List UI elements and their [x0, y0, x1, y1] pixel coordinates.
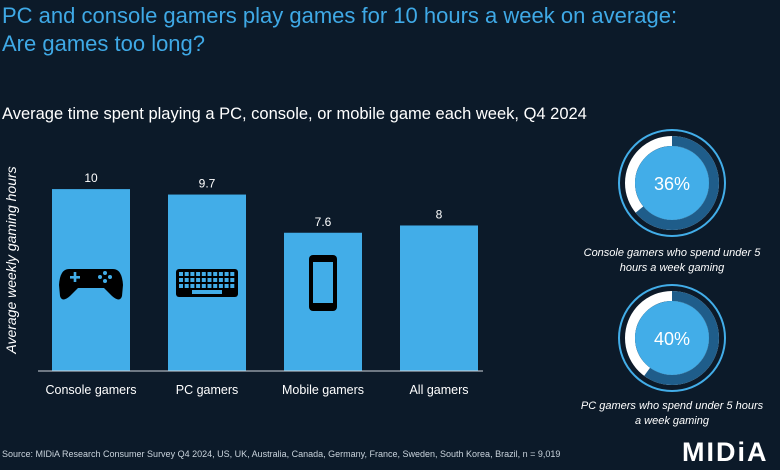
pc-donut: 40%: [616, 282, 728, 399]
category-label: PC gamers: [176, 383, 239, 397]
category-label: Console gamers: [45, 383, 136, 397]
caption-line-2: hours a week gaming: [619, 262, 725, 274]
bar: [400, 225, 478, 371]
bar-value-label: 9.7: [199, 177, 216, 191]
gamepad-icon: [59, 269, 123, 300]
caption-line-2: a week gaming: [635, 415, 709, 427]
donut-value-label: 40%: [654, 329, 690, 349]
smartphone-icon: [309, 255, 337, 311]
category-label: Mobile gamers: [282, 383, 364, 397]
donut-center: [635, 301, 709, 375]
title-line-2: Are games too long?: [2, 31, 206, 56]
bar-value-label: 7.6: [315, 215, 332, 229]
chart-subtitle: Average time spent playing a PC, console…: [2, 105, 587, 123]
page-title: PC and console gamers play games for 10 …: [2, 2, 778, 58]
donut-center: [635, 146, 709, 220]
donut-arc: [625, 136, 719, 230]
donut-value-label: 36%: [654, 174, 690, 194]
donut-arc: [625, 291, 719, 385]
caption-line-1: PC gamers who spend under 5 hours: [580, 400, 764, 412]
title-line-1: PC and console gamers play games for 10 …: [2, 3, 678, 28]
y-axis-label: Average weekly gaming hours: [3, 166, 19, 354]
console-donut-caption: Console gamers who spend under 5 hours a…: [560, 246, 780, 276]
bar-value-label: 8: [436, 207, 443, 221]
category-label: All gamers: [409, 383, 468, 397]
midia-logo: MIDiA: [682, 437, 769, 467]
console-donut: 36%: [616, 127, 728, 244]
bar-chart: 10 Console gamers 9.7 PC gamers 7.6 Mobile ga…: [3, 166, 483, 397]
donut-outer-ring: [618, 284, 726, 392]
caption-line-1: Console gamers who spend under 5: [583, 247, 761, 259]
keyboard-icon: [176, 269, 238, 297]
donut-outer-ring: [618, 129, 726, 237]
pc-donut-caption: PC gamers who spend under 5 hours a week…: [560, 399, 780, 429]
source-note: Source: MIDiA Research Consumer Survey Q…: [2, 449, 561, 459]
bar-value-label: 10: [84, 171, 98, 185]
